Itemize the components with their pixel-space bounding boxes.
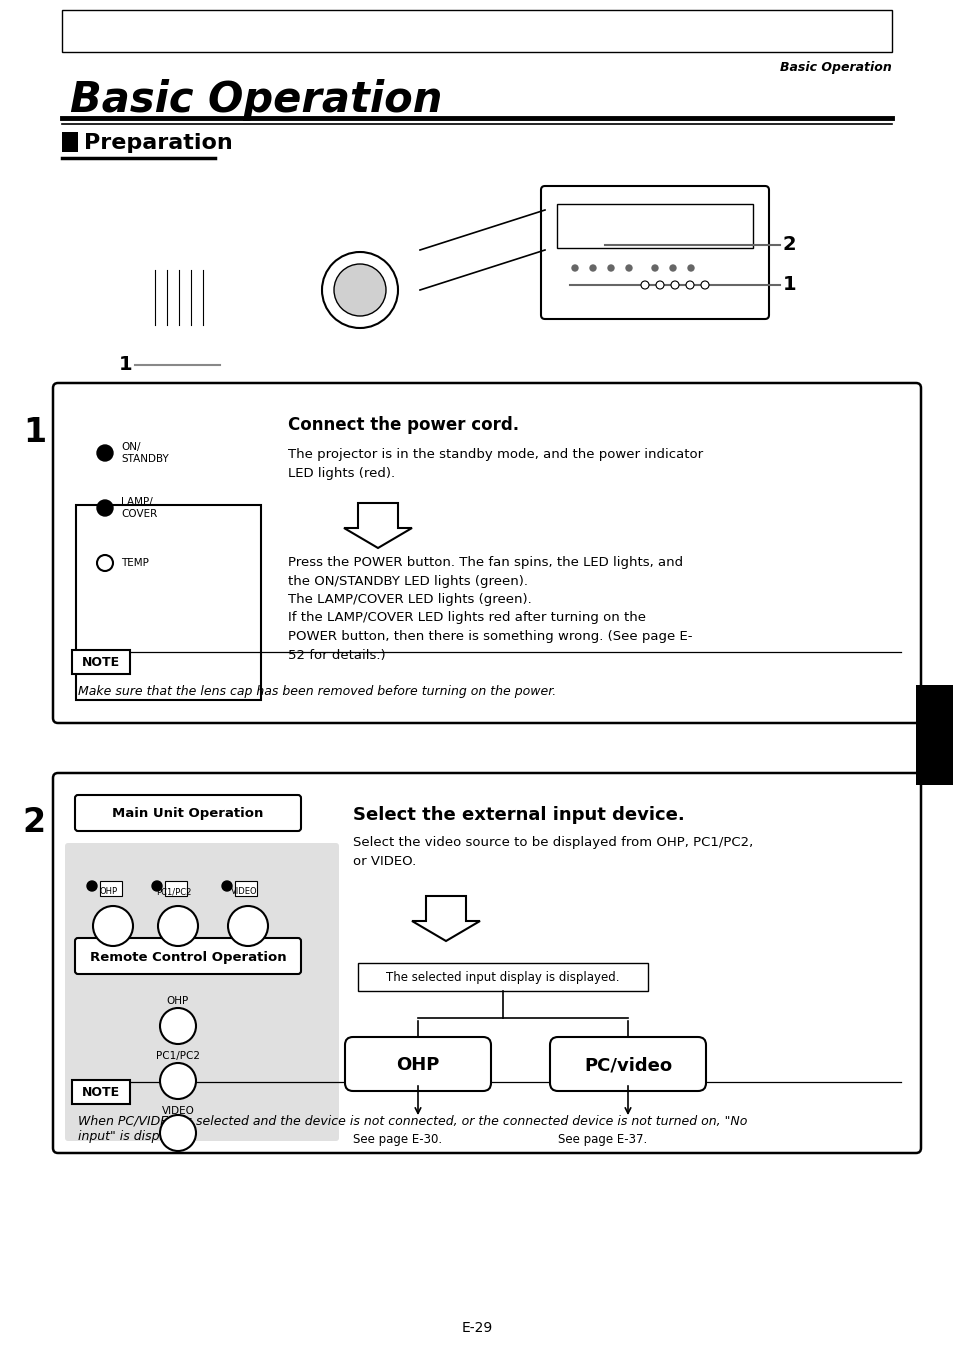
Circle shape [160, 1008, 195, 1043]
Text: The selected input display is displayed.: The selected input display is displayed. [386, 971, 619, 984]
Circle shape [97, 500, 112, 516]
FancyBboxPatch shape [76, 506, 261, 700]
Circle shape [222, 882, 232, 891]
FancyBboxPatch shape [557, 204, 752, 248]
Text: ON/
STANDBY: ON/ STANDBY [121, 442, 169, 464]
Text: 1: 1 [782, 275, 796, 294]
Text: OHP: OHP [167, 996, 189, 1006]
Circle shape [87, 882, 97, 891]
Circle shape [334, 264, 386, 315]
FancyBboxPatch shape [915, 685, 953, 785]
Text: Remote Control Operation: Remote Control Operation [90, 950, 286, 964]
FancyBboxPatch shape [540, 186, 768, 319]
FancyBboxPatch shape [62, 132, 78, 152]
Text: See page E-37.: See page E-37. [558, 1134, 646, 1146]
Text: Connect the power cord.: Connect the power cord. [288, 417, 518, 434]
FancyBboxPatch shape [75, 795, 301, 830]
FancyBboxPatch shape [345, 1037, 491, 1091]
FancyBboxPatch shape [71, 1080, 130, 1104]
Text: Select the external input device.: Select the external input device. [353, 806, 684, 824]
Text: VIDEO: VIDEO [231, 887, 257, 896]
Text: NOTE: NOTE [82, 1086, 120, 1100]
Circle shape [322, 252, 397, 328]
FancyBboxPatch shape [53, 772, 920, 1153]
Circle shape [656, 280, 663, 288]
Circle shape [92, 906, 132, 946]
Circle shape [589, 266, 596, 271]
Text: Basic Operation: Basic Operation [780, 62, 891, 74]
Text: OHP: OHP [395, 1055, 439, 1074]
Circle shape [685, 280, 693, 288]
Text: NOTE: NOTE [82, 656, 120, 670]
Text: OHP: OHP [100, 887, 118, 896]
Text: When PC/VIDEO is selected and the device is not connected, or the connected devi: When PC/VIDEO is selected and the device… [78, 1115, 746, 1143]
Text: Press the POWER button. The fan spins, the LED lights, and
the ON/STANDBY LED li: Press the POWER button. The fan spins, t… [288, 555, 692, 662]
Polygon shape [344, 503, 412, 549]
FancyBboxPatch shape [165, 882, 187, 896]
Circle shape [572, 266, 578, 271]
Text: PC/video: PC/video [583, 1055, 671, 1074]
Circle shape [97, 445, 112, 461]
Text: Select the video source to be displayed from OHP, PC1/PC2,
or VIDEO.: Select the video source to be displayed … [353, 836, 753, 868]
Text: LAMP/
COVER: LAMP/ COVER [121, 497, 157, 519]
FancyBboxPatch shape [53, 383, 920, 723]
Text: Main Unit Operation: Main Unit Operation [112, 807, 263, 821]
Circle shape [97, 555, 112, 572]
Circle shape [640, 280, 648, 288]
Circle shape [158, 906, 198, 946]
Circle shape [700, 280, 708, 288]
Text: PC1/PC2: PC1/PC2 [156, 887, 192, 896]
Circle shape [670, 280, 679, 288]
FancyBboxPatch shape [62, 9, 891, 53]
Polygon shape [140, 1008, 410, 1099]
FancyBboxPatch shape [71, 650, 130, 674]
Circle shape [687, 266, 693, 271]
Text: TEMP: TEMP [121, 558, 149, 568]
Circle shape [160, 1064, 195, 1099]
FancyBboxPatch shape [550, 1037, 705, 1091]
Text: See page E-30.: See page E-30. [353, 1134, 441, 1146]
Circle shape [152, 882, 162, 891]
Text: PC1/PC2: PC1/PC2 [156, 1051, 200, 1061]
Polygon shape [412, 896, 479, 941]
Text: 1: 1 [118, 356, 132, 375]
FancyBboxPatch shape [100, 882, 122, 896]
FancyBboxPatch shape [234, 882, 256, 896]
Circle shape [625, 266, 631, 271]
Text: VIDEO: VIDEO [161, 1105, 194, 1116]
Circle shape [651, 266, 658, 271]
FancyBboxPatch shape [65, 842, 338, 1140]
Text: Make sure that the lens cap has been removed before turning on the power.: Make sure that the lens cap has been rem… [78, 685, 556, 698]
Text: E-29: E-29 [461, 1321, 492, 1335]
Text: The projector is in the standby mode, and the power indicator
LED lights (red).: The projector is in the standby mode, an… [288, 448, 702, 480]
Text: Basic Operation: Basic Operation [70, 80, 442, 121]
Text: Preparation: Preparation [84, 133, 233, 154]
FancyBboxPatch shape [75, 938, 301, 975]
Polygon shape [140, 1099, 410, 1128]
Circle shape [607, 266, 614, 271]
Text: 2: 2 [23, 806, 46, 838]
Circle shape [669, 266, 676, 271]
Circle shape [228, 906, 268, 946]
Text: 1: 1 [23, 417, 46, 449]
Circle shape [160, 1115, 195, 1151]
Text: 2: 2 [782, 236, 796, 255]
FancyBboxPatch shape [357, 962, 647, 991]
